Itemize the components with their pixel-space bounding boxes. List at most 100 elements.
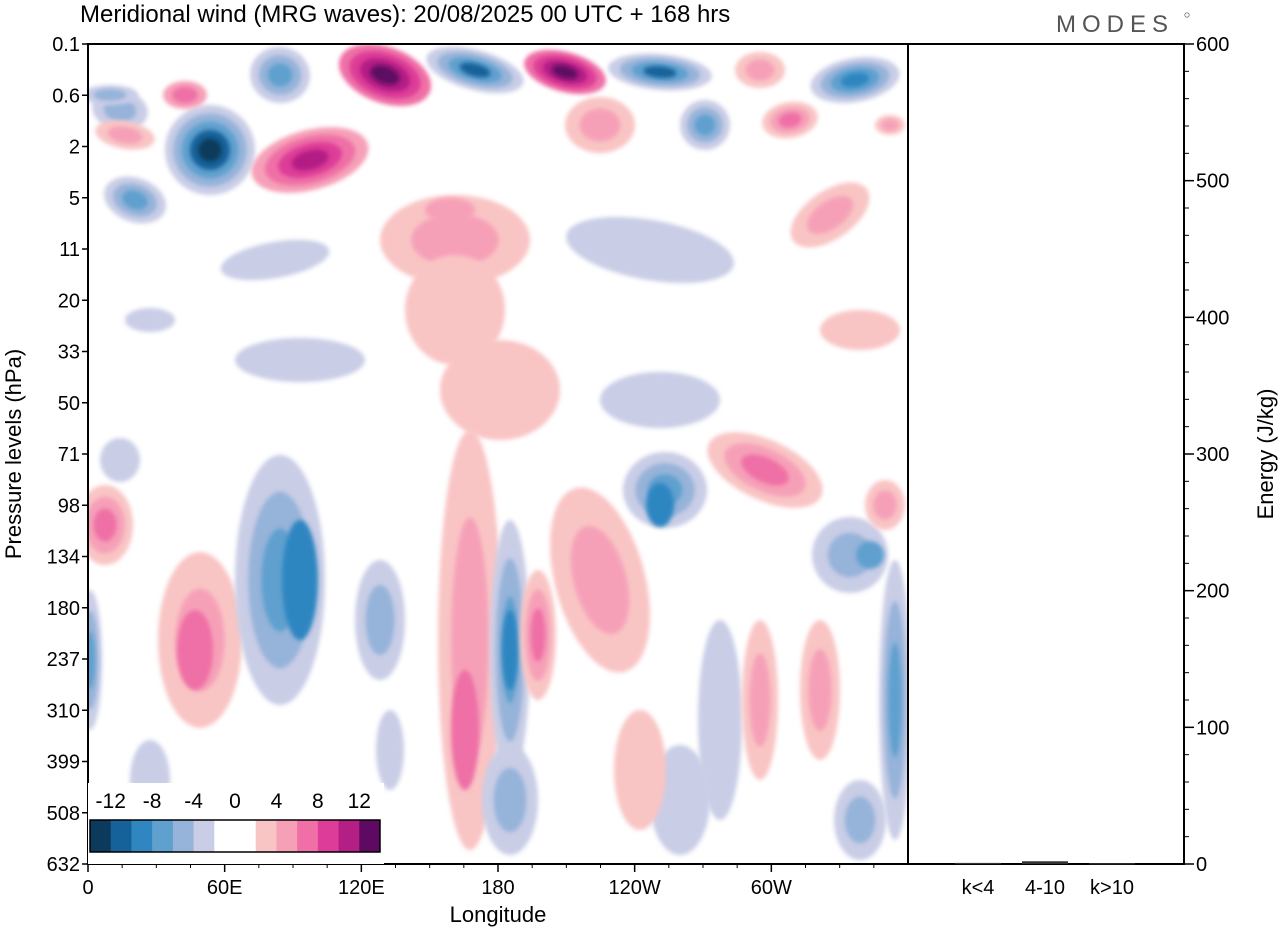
x-tick-label: 120E <box>338 877 385 899</box>
colorbar-label: -12 <box>96 790 126 813</box>
contour-region <box>778 112 802 128</box>
contour-region <box>100 438 140 482</box>
contour-region <box>405 255 505 365</box>
contour-region <box>820 310 900 350</box>
y-tick-label: 508 <box>47 803 80 825</box>
contour-region <box>365 585 395 655</box>
chart-title: Meridional wind (MRG waves): 20/08/2025 … <box>80 1 730 28</box>
energy-bar <box>955 862 1001 865</box>
energy-x-axis: k<4 4-10 k>10 <box>962 877 1134 899</box>
energy-y-tick-label: 600 <box>1196 34 1229 56</box>
x-axis-title: Longitude <box>450 902 547 927</box>
contour-region <box>844 796 876 844</box>
y-tick-label: 0.1 <box>52 34 80 56</box>
contour-region <box>873 490 897 520</box>
x-axis: 0 60E 120E 180 120W 60W <box>82 864 875 899</box>
energy-category-label: k<4 <box>962 877 995 899</box>
y-tick-label: 98 <box>58 495 80 517</box>
colorbar-label: -4 <box>184 790 203 813</box>
contour-region <box>267 63 293 87</box>
contour-region <box>493 767 527 833</box>
contour-region <box>579 108 621 142</box>
y-tick-label: 71 <box>58 444 80 466</box>
contour-region <box>440 340 560 440</box>
contour-region <box>177 610 213 690</box>
contour-region <box>198 138 222 162</box>
colorbar: -12 -8 -4 0 4 8 12 <box>88 783 384 864</box>
colorbar-frame <box>89 819 381 853</box>
colorbar-swatch <box>110 820 132 852</box>
contour-region <box>451 670 479 790</box>
colorbar-swatch <box>152 820 174 852</box>
energy-bar <box>1022 861 1068 864</box>
contour-region <box>370 65 400 85</box>
colorbar-label: 4 <box>271 790 283 813</box>
y-tick-label: 0.6 <box>52 85 80 107</box>
contour-region <box>807 196 853 234</box>
colorbar-swatch <box>276 820 298 852</box>
x-tick-label: 60E <box>207 877 243 899</box>
contour-region <box>172 86 198 104</box>
energy-y-tick-label: 300 <box>1196 444 1229 466</box>
contour-region <box>856 541 884 569</box>
y-tick-label: 2 <box>69 137 80 159</box>
energy-y-tick-label: 500 <box>1196 171 1229 193</box>
energy-panel: 0 100 200 300 400 500 600 k<4 4-10 k>10 Energy (… <box>907 34 1278 899</box>
colorbar-label: 0 <box>229 790 241 813</box>
contour-region <box>93 89 127 101</box>
x-tick-label: 60W <box>751 877 792 899</box>
contour-region <box>291 149 329 171</box>
contour-region <box>125 308 175 332</box>
contour-region <box>570 526 630 634</box>
contour-region <box>459 62 491 78</box>
contour-region <box>425 198 475 222</box>
contour-region <box>749 653 771 747</box>
contour-region <box>808 649 832 731</box>
colorbar-label: -8 <box>143 790 162 813</box>
y-tick-label: 180 <box>47 598 80 620</box>
contour-region <box>643 66 677 78</box>
contour-region <box>881 119 899 131</box>
energy-bar <box>1089 863 1135 865</box>
y-tick-label: 20 <box>58 290 80 312</box>
contour-region <box>888 642 902 758</box>
y-tick-label: 134 <box>47 547 80 569</box>
energy-y-tick-label: 200 <box>1196 581 1229 603</box>
y-tick-label: 50 <box>58 393 80 415</box>
y-tick-label: 33 <box>58 342 80 364</box>
contour-region <box>93 508 117 542</box>
colorbar-label: 8 <box>312 790 324 813</box>
contour-region <box>600 372 720 428</box>
contour-region <box>107 126 143 144</box>
energy-y-tick-label: 400 <box>1196 307 1229 329</box>
contour-field <box>88 44 908 860</box>
contour-region <box>646 483 674 527</box>
contour-region <box>88 631 95 689</box>
x-tick-label: 120W <box>609 877 661 899</box>
energy-y-axis: 0 100 200 300 400 500 600 <box>1184 34 1229 876</box>
colorbar-swatch <box>255 820 277 852</box>
contour-region <box>694 114 716 136</box>
y-tick-label: 11 <box>59 239 80 261</box>
y-tick-label: 399 <box>47 752 80 774</box>
y-axis-title: Pressure levels (hPa) <box>1 349 26 559</box>
contour-region <box>827 532 873 578</box>
colorbar-swatch <box>317 820 340 852</box>
energy-category-label: k>10 <box>1090 877 1134 899</box>
y-tick-label: 237 <box>47 649 80 671</box>
contour-region <box>235 338 365 382</box>
x-tick-label: 180 <box>481 877 514 899</box>
colorbar-swatch <box>359 820 381 852</box>
x-tick-label: 0 <box>82 877 93 899</box>
colorbar-swatch <box>131 820 153 852</box>
contour-region <box>741 454 789 486</box>
brand-logo: MODES <box>1056 11 1174 38</box>
colorbar-swatch <box>297 820 319 852</box>
contour-region <box>220 239 330 281</box>
colorbar-swatch <box>193 820 215 852</box>
y-tick-label: 5 <box>69 188 80 210</box>
colorbar-swatch <box>214 820 236 852</box>
heatmap-plot: 0 60E 120E 180 120W 60W 0.1 0.6 2 5 11 20 33 50 71 98 1… <box>1 34 909 927</box>
contour-region <box>411 213 499 267</box>
